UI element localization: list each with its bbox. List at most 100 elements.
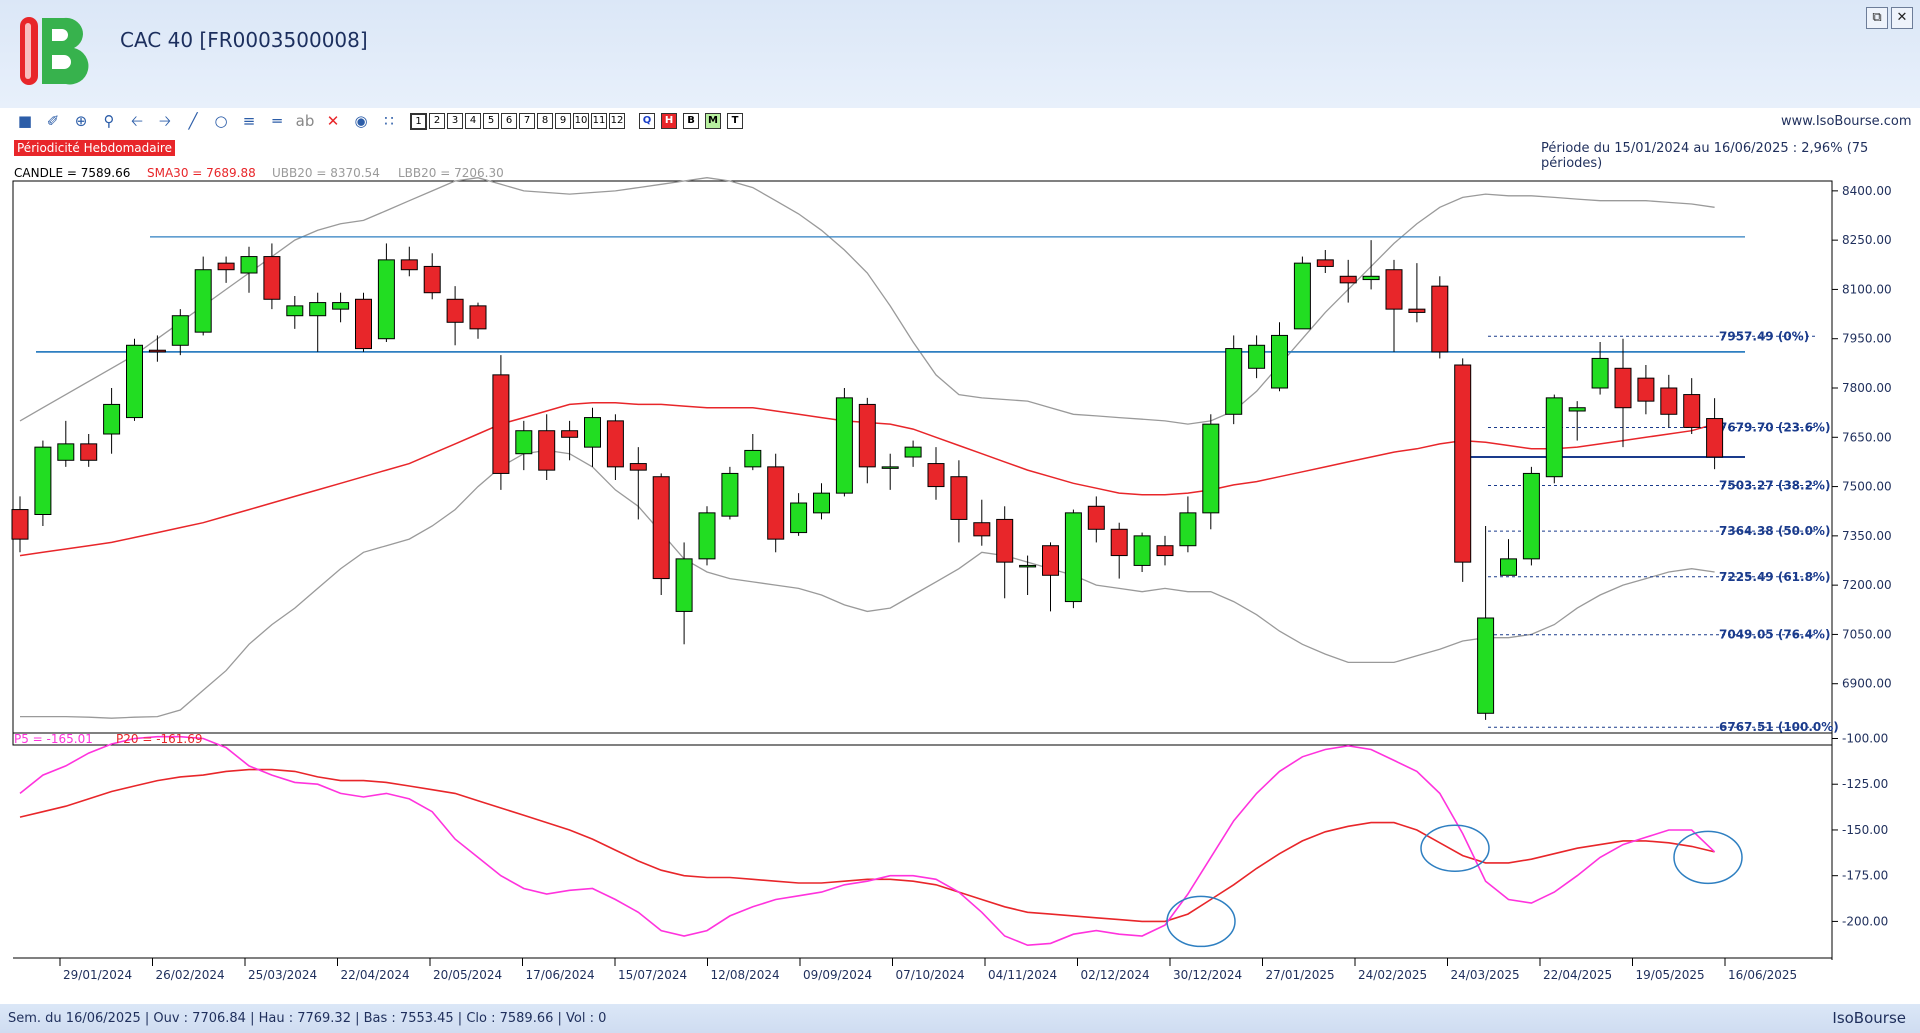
price-y-tick-label: 7650.00 (1842, 430, 1892, 444)
legend-sma30: SMA30 = 7689.88 (147, 166, 256, 180)
period-button-5[interactable]: 5 (483, 112, 499, 129)
view-button-t[interactable]: T (727, 113, 743, 129)
candle-body (103, 403, 121, 435)
legend-candle: CANDLE = 7589.66 (14, 166, 130, 180)
x-tick-label: 26/02/2024 (156, 968, 225, 982)
candle-body (1683, 394, 1701, 428)
candle-body (217, 262, 235, 271)
candle-body (446, 298, 464, 323)
circle-icon[interactable]: ○ (214, 112, 228, 130)
fibonacci-label: 7503.27 (38.2%) (1719, 478, 1830, 492)
period-button-7[interactable]: 7 (519, 112, 535, 129)
candle-body (858, 403, 876, 468)
period-button-12[interactable]: 12 (609, 112, 625, 129)
candle-body (240, 256, 258, 274)
fibonacci-label: 7049.05 (76.4%) (1719, 628, 1830, 642)
candle-body (721, 472, 739, 517)
candle-body (1568, 407, 1586, 412)
candle-body (1225, 348, 1243, 415)
arrow-right-icon[interactable]: 🡢 (158, 112, 172, 130)
price-chart[interactable]: 8400.00 8250.00 8100.00 7950.00 7800.00 7650.… (0, 160, 1920, 1000)
x-tick-label: 17/06/2024 (526, 968, 595, 982)
candle-body (1339, 275, 1357, 284)
annotation-circle (1420, 824, 1490, 872)
candle-body (584, 417, 601, 448)
view-button-q[interactable]: Q (639, 113, 655, 129)
delete-icon[interactable]: ✕ (326, 112, 340, 130)
candle-body (629, 463, 647, 471)
candle-body (515, 430, 533, 455)
x-tick-label: 02/12/2024 (1081, 968, 1150, 982)
candle-body (1706, 418, 1724, 458)
candle-body (1591, 357, 1609, 389)
legend-p20: P20 = -161.69 (116, 732, 203, 746)
crosshair-icon[interactable]: ⊕ (74, 112, 88, 130)
fibonacci-label: 7679.70 (23.6%) (1719, 421, 1830, 435)
price-y-tick-label: 7350.00 (1842, 529, 1892, 543)
candle-body (1064, 512, 1082, 603)
fibonacci-label: 7364.38 (50.0%) (1719, 524, 1830, 538)
x-tick-label: 16/06/2025 (1728, 968, 1797, 982)
period-info: Période du 15/01/2024 au 16/06/2025 : 2,… (1541, 141, 1869, 171)
candle-body (1431, 285, 1449, 353)
fibonacci-icon[interactable]: ≡ (242, 112, 256, 130)
period-button-6[interactable]: 6 (501, 112, 517, 129)
x-tick-label: 07/10/2024 (896, 968, 965, 982)
x-tick-label: 20/05/2024 (433, 968, 502, 982)
x-tick-label: 15/07/2024 (618, 968, 687, 982)
candle-body (996, 518, 1014, 563)
period-button-11[interactable]: 11 (591, 112, 607, 129)
candle-body (80, 443, 98, 461)
period-buttons: 1 2 3 4 5 6 7 8 9 10 11 12 (410, 112, 627, 130)
period-button-8[interactable]: 8 (537, 112, 553, 129)
period-button-3[interactable]: 3 (447, 112, 463, 129)
candle-body (790, 502, 808, 534)
candle-body (1477, 617, 1495, 714)
view-button-h[interactable]: H (661, 113, 677, 129)
candle-body (1202, 423, 1220, 514)
candle-body (423, 265, 441, 294)
candle-body (263, 256, 281, 300)
price-y-tick-label: 7950.00 (1842, 332, 1892, 346)
site-link[interactable]: www.IsoBourse.com (1781, 114, 1912, 129)
channel-icon[interactable]: ═ (272, 112, 282, 130)
period-button-4[interactable]: 4 (465, 112, 481, 129)
candle-body (1156, 545, 1174, 557)
candle-body (469, 305, 487, 330)
arrow-left-icon[interactable]: 🡠 (130, 112, 144, 130)
network-icon[interactable]: ∷ (384, 112, 394, 130)
period-button-2[interactable]: 2 (429, 112, 445, 129)
x-tick-label: 25/03/2024 (248, 968, 317, 982)
period-button-9[interactable]: 9 (555, 112, 571, 129)
camera-icon[interactable]: ◉ (354, 112, 368, 130)
annotation-circle (1673, 830, 1743, 885)
x-tick-label: 04/11/2024 (988, 968, 1057, 982)
text-icon[interactable]: ab (295, 112, 315, 130)
candle-body (813, 492, 830, 514)
price-y-tick-label: 7800.00 (1842, 381, 1892, 395)
candle-body (1408, 308, 1426, 313)
view-button-m[interactable]: M (705, 113, 721, 129)
candle-body (1660, 387, 1678, 415)
fibonacci-label: 6767.51 (100.0%) (1719, 720, 1839, 734)
view-button-b[interactable]: B (683, 113, 699, 129)
restore-icon[interactable]: ⧉ (1866, 7, 1888, 29)
candle-body (881, 466, 899, 469)
period-button-1[interactable]: 1 (410, 112, 427, 130)
zoom-icon[interactable]: ⚲ (103, 112, 115, 130)
close-icon[interactable]: ✕ (1891, 7, 1913, 29)
x-tick-label: 29/01/2024 (63, 968, 132, 982)
candle-body (835, 397, 853, 494)
osc-y-tick-label: -150.00 (1842, 823, 1888, 837)
candle-body (538, 430, 556, 471)
x-tick-label: 09/09/2024 (803, 968, 872, 982)
period-button-10[interactable]: 10 (573, 112, 589, 129)
candle-body (11, 509, 29, 540)
x-tick-label: 19/05/2025 (1636, 968, 1705, 982)
square-icon[interactable]: ■ (17, 112, 33, 130)
line-icon[interactable]: ╱ (188, 112, 198, 130)
draw-brush-icon[interactable]: ✐ (46, 112, 60, 130)
candle-body (1316, 259, 1334, 267)
candle-body (927, 463, 945, 488)
